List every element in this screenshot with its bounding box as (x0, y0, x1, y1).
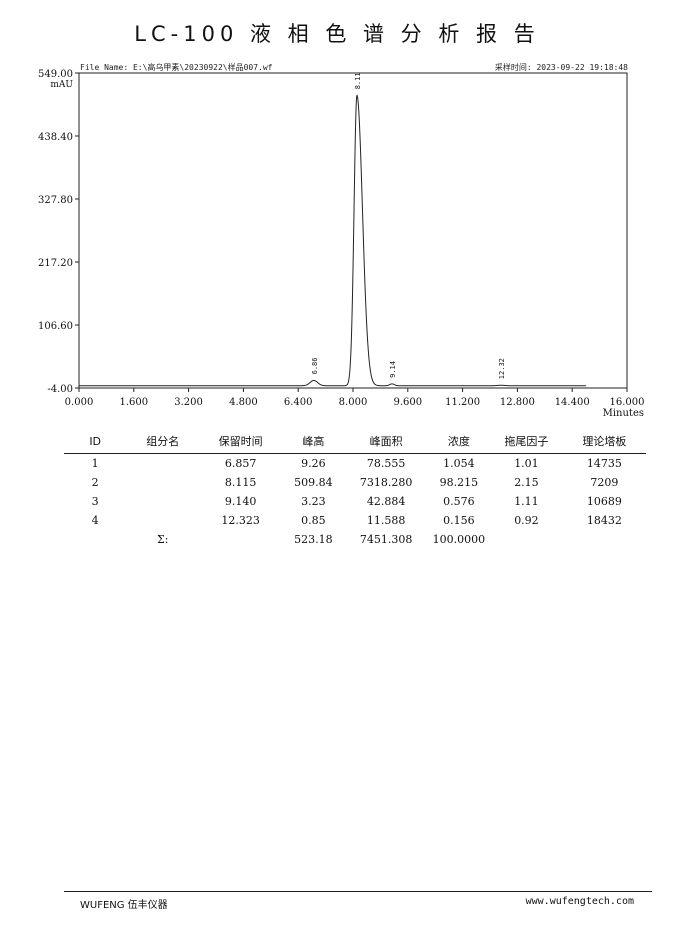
table-cell: 7451.308 (359, 533, 413, 546)
table-cell (199, 530, 282, 549)
x-tick-label: 16.000 (610, 397, 645, 408)
footer-brand: WUFENG 伍丰仪器 (80, 900, 168, 911)
table-cell: 9.26 (301, 457, 326, 470)
y-tick-label: 438.40 (38, 132, 73, 143)
table-cell (126, 473, 199, 492)
table-cell: 98.215 (439, 476, 479, 489)
table-cell: 6.857 (224, 457, 257, 470)
table-cell: 0.92 (514, 514, 539, 527)
table-cell: 509.84 (294, 476, 333, 489)
table-cell: 42.884 (366, 495, 406, 508)
table-cell (126, 492, 199, 511)
table-cell: 7318.280 (359, 476, 413, 489)
table-cell: 523.18 (294, 533, 333, 546)
results-table: ID 组分名 保留时间 峰高 峰面积 浓度 拖尾因子 理论塔板 1 6.857 9.… (64, 430, 646, 549)
table-sum-row: Σ: 523.18 7451.308 100.0000 (64, 530, 646, 549)
table-cell: 8.115 (224, 476, 257, 489)
x-tick-label: 4.800 (229, 397, 258, 408)
x-axis-unit: Minutes (603, 408, 644, 419)
table-cell: 9.140 (224, 495, 257, 508)
footer-website: www.wufengtech.com (525, 896, 634, 907)
table-row: 1 6.857 9.26 78.555 1.054 1.01 14735 (64, 454, 646, 474)
y-tick-label: -4.00 (47, 384, 73, 395)
col-component: 组分名 (126, 430, 200, 454)
table-cell: 3 (91, 495, 99, 508)
table-cell: Σ: (156, 533, 169, 546)
table-cell (490, 530, 563, 549)
file-name: File Name: E:\高乌甲素\20230922\样品007.wf (80, 63, 273, 72)
col-peak-height: 峰高 (282, 430, 345, 454)
table-cell (126, 454, 199, 474)
chromatogram-chart: 0.000 1.600 3.200 4.800 6.400 8.000 9.600 11.20… (38, 69, 645, 419)
table-cell: 14735 (586, 457, 622, 470)
peak-label: 12.32 (498, 358, 506, 379)
table-cell: 2.15 (514, 476, 539, 489)
table-cell: 1.11 (514, 495, 539, 508)
table-cell: 0.85 (301, 514, 326, 527)
col-tailing-factor: 拖尾因子 (490, 430, 563, 454)
signal-trace (79, 94, 586, 387)
y-tick-label: 327.80 (38, 195, 73, 206)
x-tick-label: 0.000 (65, 397, 94, 408)
table-cell: 11.588 (366, 514, 406, 527)
x-tick-label: 8.000 (339, 397, 368, 408)
table-cell (126, 511, 199, 530)
x-tick-label: 1.600 (119, 397, 148, 408)
table-row: 3 9.140 3.23 42.884 0.576 1.11 10689 (64, 492, 646, 511)
table-cell (64, 530, 126, 549)
table-cell: 1.054 (443, 457, 475, 470)
x-tick-label: 14.400 (555, 397, 590, 408)
plot-frame (78, 72, 628, 389)
peak-label: 8.11 (354, 72, 362, 89)
table-cell: 100.0000 (432, 533, 486, 546)
table-cell: 7209 (590, 476, 619, 489)
table-cell: 0.576 (443, 495, 475, 508)
col-id: ID (64, 430, 127, 454)
table-cell: 12.323 (221, 514, 260, 527)
y-axis-unit: mAU (50, 80, 73, 90)
footer-divider (64, 891, 652, 892)
x-tick-label: 12.800 (500, 397, 535, 408)
table-cell: 78.555 (366, 457, 406, 470)
col-concentration: 浓度 (427, 430, 491, 454)
x-tick-label: 6.400 (284, 397, 313, 408)
y-tick-label: 106.60 (38, 321, 73, 332)
table-row: 4 12.323 0.85 11.588 0.156 0.92 18432 (64, 511, 646, 530)
table-cell (563, 530, 646, 549)
col-retention-time: 保留时间 (199, 430, 283, 454)
acquisition-time: 采样时间: 2023-09-22 19:18:48 (494, 63, 628, 72)
table-cell: 1 (91, 457, 99, 470)
table-cell: 3.23 (301, 495, 326, 508)
table-cell: 2 (91, 476, 99, 489)
y-tick-label: 217.20 (38, 258, 73, 269)
peak-label: 9.14 (389, 361, 397, 378)
peak-label: 6.86 (311, 358, 319, 375)
report-title: LC-100 液 相 色 谱 分 析 报 告 (134, 22, 540, 46)
table-cell: 4 (91, 514, 99, 527)
col-theoretical-plates: 理论塔板 (562, 430, 646, 454)
table-row: 2 8.115 509.84 7318.280 98.215 2.15 7209 (64, 473, 646, 492)
col-peak-area: 峰面积 (344, 430, 428, 454)
y-tick-label: 549.00 (38, 69, 73, 80)
x-tick-label: 9.600 (393, 397, 422, 408)
x-tick-label: 3.200 (174, 397, 203, 408)
table-cell: 10689 (586, 495, 622, 508)
x-tick-label: 11.200 (445, 397, 480, 408)
table-cell: 18432 (586, 514, 622, 527)
results-header-row: ID 组分名 保留时间 峰高 峰面积 浓度 拖尾因子 理论塔板 (64, 430, 646, 454)
table-cell: 0.156 (443, 514, 475, 527)
table-cell: 1.01 (514, 457, 539, 470)
